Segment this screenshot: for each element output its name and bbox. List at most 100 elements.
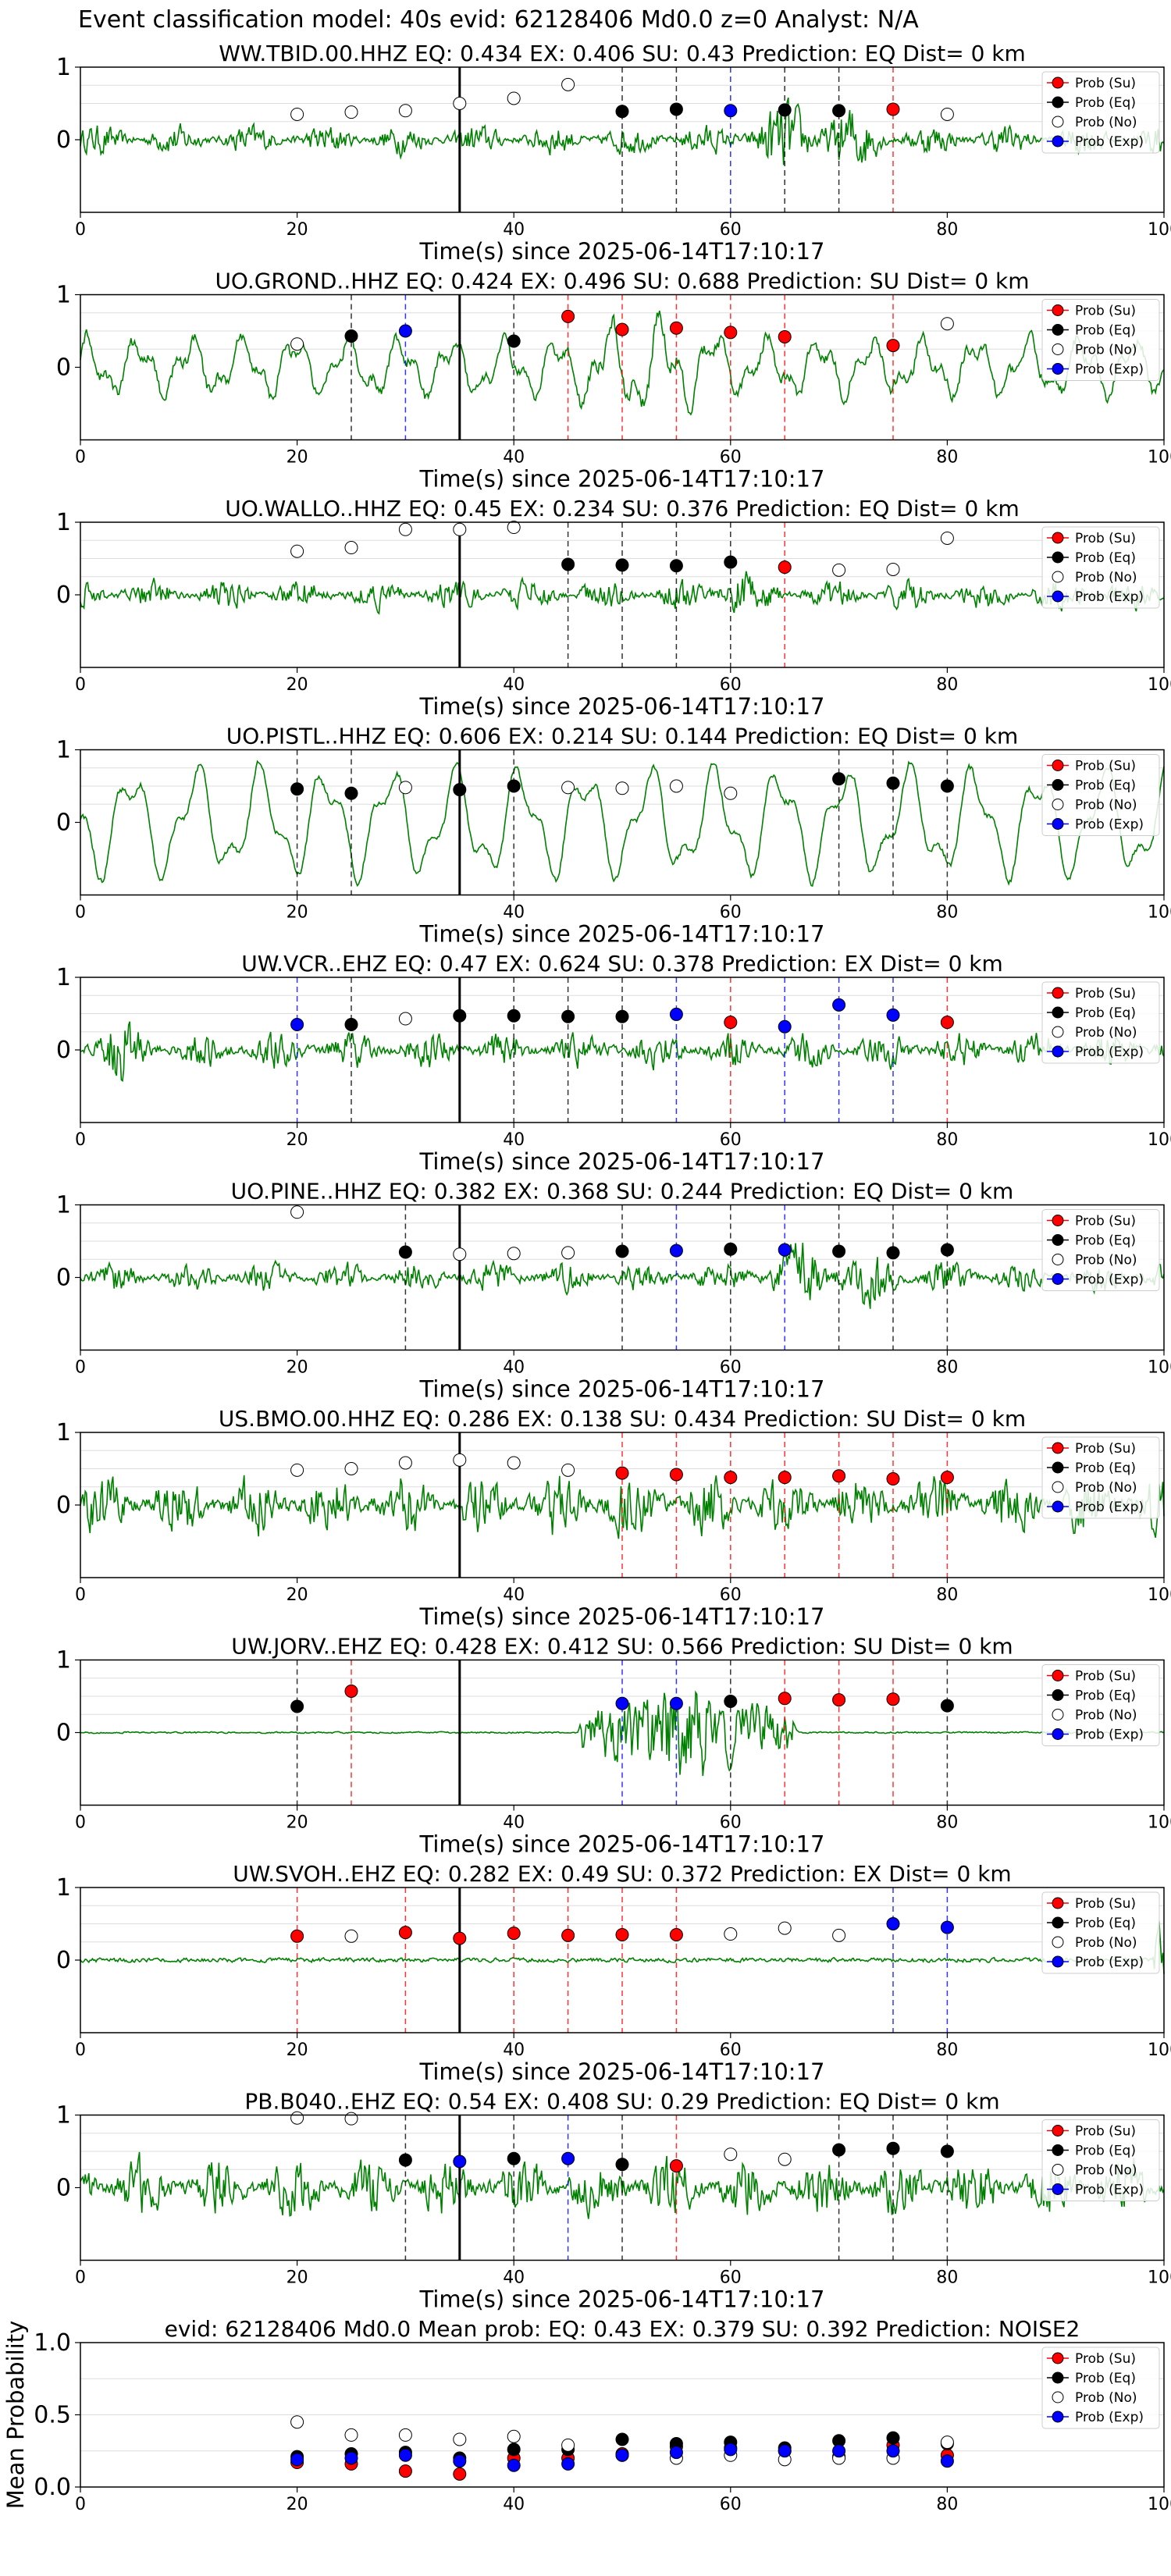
x-tick-label: 40 bbox=[503, 1130, 525, 1150]
prob-point-exp bbox=[886, 1008, 900, 1022]
x-tick-label: 100 bbox=[1148, 903, 1171, 923]
prob-point-no bbox=[398, 781, 412, 795]
x-tick-label: 80 bbox=[936, 1813, 958, 1833]
x-axis-label: Time(s) since 2025-06-14T17:10:17 bbox=[419, 1603, 825, 1630]
legend-box bbox=[1041, 2119, 1160, 2201]
x-tick-label: 100 bbox=[1148, 675, 1171, 695]
x-axis-label: Time(s) since 2025-06-14T17:10:17 bbox=[419, 466, 825, 493]
panel-legend: Prob (Su) Prob (Eq) Prob (No) Prob (Exp) bbox=[1041, 299, 1160, 381]
y-tick-label: 1.0 bbox=[34, 2329, 71, 2357]
y-tick-label: 0 bbox=[56, 582, 71, 609]
prob-point-no bbox=[344, 2112, 358, 2126]
x-axis-label: Time(s) since 2025-06-14T17:10:17 bbox=[419, 921, 825, 948]
prob-point-exp bbox=[398, 324, 412, 338]
panel-title: UW.SVOH..EHZ EQ: 0.282 EX: 0.49 SU: 0.37… bbox=[233, 1861, 1011, 1887]
legend-marker-no bbox=[1052, 116, 1064, 128]
legend-marker-su bbox=[1052, 760, 1064, 771]
station-panel: UO.PINE..HHZ EQ: 0.382 EX: 0.368 SU: 0.2… bbox=[56, 1179, 1171, 1403]
prob-point-no bbox=[290, 2111, 304, 2125]
prob-point-no bbox=[561, 781, 575, 795]
prob-point-eq bbox=[886, 1246, 900, 1260]
legend-marker-exp bbox=[1052, 135, 1064, 148]
prob-point-eq bbox=[453, 783, 467, 797]
legend-label-no: Prob (No) bbox=[1075, 115, 1137, 130]
legend-label-exp: Prob (Exp) bbox=[1075, 1955, 1144, 1970]
legend-marker-su bbox=[1052, 987, 1064, 999]
x-tick-label: 20 bbox=[287, 2041, 308, 2060]
mean-point-exp bbox=[832, 2444, 846, 2458]
prob-point-su bbox=[886, 1692, 900, 1706]
prob-point-eq bbox=[724, 1695, 738, 1709]
x-axis-label: Time(s) since 2025-06-14T17:10:17 bbox=[419, 693, 825, 720]
legend-marker-eq bbox=[1052, 779, 1064, 791]
station-panel: UW.VCR..EHZ EQ: 0.47 EX: 0.624 SU: 0.378… bbox=[56, 951, 1171, 1175]
x-tick-label: 20 bbox=[287, 448, 308, 468]
legend-label-no: Prob (No) bbox=[1075, 2163, 1137, 2179]
prob-point-exp bbox=[886, 1917, 900, 1930]
panel-legend: Prob (Su) Prob (Eq) Prob (No) Prob (Exp) bbox=[1041, 71, 1160, 154]
x-tick-label: 60 bbox=[720, 448, 742, 468]
legend-marker-no bbox=[1052, 1936, 1064, 1948]
x-tick-label: 60 bbox=[720, 1813, 742, 1833]
legend-marker-no bbox=[1052, 343, 1064, 355]
station-panel: UO.PISTL..HHZ EQ: 0.606 EX: 0.214 SU: 0.… bbox=[56, 724, 1171, 948]
panel-title: UO.PISTL..HHZ EQ: 0.606 EX: 0.214 SU: 0.… bbox=[226, 724, 1019, 749]
y-tick-label: 0 bbox=[56, 126, 71, 154]
legend-label-eq: Prob (Eq) bbox=[1075, 1916, 1136, 1931]
prob-point-exp bbox=[778, 1019, 792, 1034]
prob-point-no bbox=[290, 1205, 304, 1219]
legend-marker-eq bbox=[1052, 1006, 1064, 1019]
prob-point-no bbox=[398, 1012, 412, 1026]
y-axis-label: Mean Probability bbox=[2, 2321, 29, 2510]
prob-point-su bbox=[886, 339, 900, 353]
axes-frame bbox=[80, 521, 1165, 668]
legend-box bbox=[1041, 299, 1160, 381]
prob-point-exp bbox=[724, 104, 738, 118]
prob-point-eq bbox=[886, 776, 900, 790]
prob-point-no bbox=[940, 107, 954, 121]
x-tick-label: 100 bbox=[1148, 2268, 1171, 2288]
legend-marker-eq bbox=[1052, 1916, 1064, 1929]
prob-point-no bbox=[940, 317, 954, 331]
prob-point-no bbox=[290, 337, 304, 351]
legend-marker-no bbox=[1052, 2164, 1064, 2176]
y-tick-label: 0 bbox=[56, 1947, 71, 1974]
prob-point-exp bbox=[940, 1920, 954, 1934]
x-tick-label: 0 bbox=[75, 2041, 86, 2060]
x-tick-label: 80 bbox=[936, 1585, 958, 1605]
prob-point-no bbox=[507, 91, 521, 105]
prob-point-no bbox=[778, 2152, 792, 2166]
mean-point-exp bbox=[669, 2446, 683, 2460]
legend-label-su: Prob (Su) bbox=[1075, 759, 1136, 774]
x-tick-label: 60 bbox=[720, 903, 742, 923]
legend-marker-exp bbox=[1052, 363, 1064, 375]
legend-box bbox=[1041, 71, 1160, 154]
x-tick-label: 100 bbox=[1148, 1585, 1171, 1605]
legend-box bbox=[1041, 1436, 1160, 1519]
legend-marker-eq bbox=[1052, 1234, 1064, 1246]
waveform-trace bbox=[80, 1021, 1165, 1083]
x-tick-label: 40 bbox=[503, 220, 525, 240]
x-tick-label: 80 bbox=[936, 675, 958, 695]
station-panel: WW.TBID.00.HHZ EQ: 0.434 EX: 0.406 SU: 0… bbox=[56, 41, 1171, 265]
legend-label-eq: Prob (Eq) bbox=[1075, 323, 1136, 339]
y-tick-label: 0 bbox=[56, 1265, 71, 1292]
prob-point-su bbox=[669, 1468, 683, 1482]
x-axis-label: Time(s) since 2025-06-14T17:10:17 bbox=[419, 238, 825, 265]
prob-point-eq bbox=[940, 2144, 954, 2158]
legend-marker-exp bbox=[1052, 590, 1064, 603]
mean-point-exp bbox=[778, 2444, 792, 2458]
prob-point-no bbox=[832, 563, 846, 577]
x-tick-label: 0 bbox=[75, 1358, 86, 1378]
prob-point-eq bbox=[832, 2143, 846, 2157]
prob-point-no bbox=[344, 1929, 358, 1943]
mean-point-exp bbox=[940, 2454, 954, 2468]
prob-point-eq bbox=[669, 102, 683, 116]
legend-label-exp: Prob (Exp) bbox=[1075, 817, 1144, 833]
mean-legend: Prob (Su) Prob (Eq) Prob (No) Prob (Exp) bbox=[1041, 2347, 1160, 2429]
legend-box bbox=[1041, 1664, 1160, 1746]
legend-label-no: Prob (No) bbox=[1075, 570, 1137, 585]
legend-marker-eq bbox=[1052, 551, 1064, 564]
mean-point-exp bbox=[724, 2443, 738, 2457]
prob-point-no bbox=[507, 521, 521, 535]
